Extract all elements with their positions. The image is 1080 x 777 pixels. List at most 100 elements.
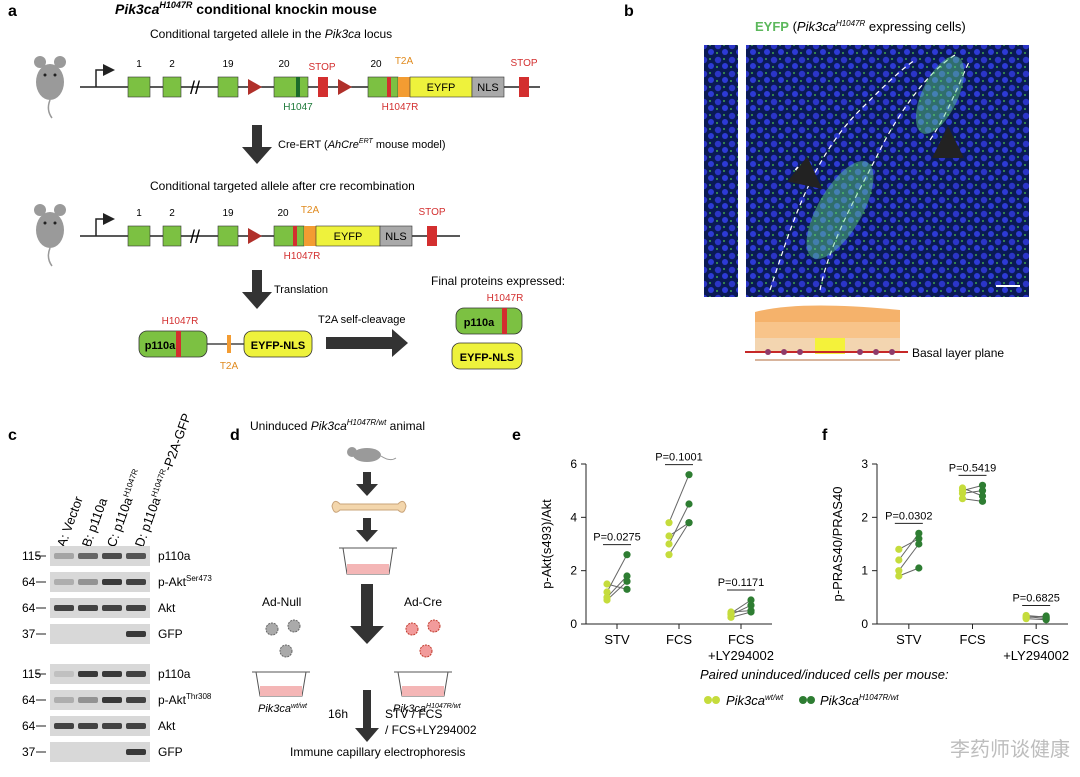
blot-band xyxy=(78,671,98,677)
nls-label: NLS xyxy=(477,82,498,94)
loxp-site xyxy=(248,228,262,244)
p-value-label: P=0.5419 xyxy=(949,462,996,474)
y-tick-label: 6 xyxy=(570,457,577,471)
data-point-wt xyxy=(1022,611,1030,620)
panel-b-title: EYFP (Pik3caH1047R expressing cells) xyxy=(755,19,966,34)
data-point-mut xyxy=(623,572,631,580)
exon-label: 19 xyxy=(222,208,234,219)
down-arrow-icon xyxy=(356,518,378,542)
nls-box xyxy=(471,76,505,98)
exon-box xyxy=(217,76,239,98)
exon-box xyxy=(162,225,182,247)
h1047r-label: H1047R xyxy=(284,251,321,262)
ad-null-label: Ad-Null xyxy=(262,595,301,609)
arrow-icon xyxy=(787,156,823,189)
translation-label: Translation xyxy=(274,284,328,296)
x-tick-label: FCS xyxy=(960,632,986,647)
time-label: 16h xyxy=(328,707,348,721)
data-point-wt xyxy=(665,551,673,559)
mouse-icon xyxy=(34,56,66,119)
blot-band xyxy=(54,553,74,559)
panel-label-c: c xyxy=(8,427,17,444)
data-point-mut xyxy=(685,471,693,479)
h1047r-mark xyxy=(293,226,297,246)
data-point-wt xyxy=(895,556,903,564)
stop-label: STOP xyxy=(418,207,445,218)
data-point-mut xyxy=(1042,613,1050,621)
bone-icon xyxy=(331,500,407,513)
western-blots: 115 p110a 64 p-AktSer473 64 Akt 37 GFP 115 p110a 6… xyxy=(22,546,212,762)
conditions-label: / FCS+LY294002 xyxy=(385,723,477,737)
blot-band xyxy=(78,553,98,559)
conditions-label: STV / FCS xyxy=(385,707,442,721)
microscopy-image xyxy=(746,45,1029,297)
data-point-wt xyxy=(603,588,611,596)
data-point-mut xyxy=(623,551,631,559)
legend-marker-dark xyxy=(807,696,815,704)
panel-c: A: Vector B: p110a C: p110aH1047R D: p11… xyxy=(22,411,212,762)
x-tick-label: FCS xyxy=(1023,632,1049,647)
blot-band xyxy=(102,697,122,703)
p-value-label: P=0.0302 xyxy=(885,510,932,522)
blot-label: p110a xyxy=(158,549,191,563)
exon-label: 1 xyxy=(136,59,142,70)
pair-line xyxy=(668,522,690,537)
stop-label: STOP xyxy=(308,62,335,73)
exon-label: 1 xyxy=(136,208,142,219)
y-tick-label: 0 xyxy=(570,617,577,631)
nls-box xyxy=(379,225,413,247)
nls-label: NLS xyxy=(385,231,406,243)
panel-label-a: a xyxy=(8,3,17,20)
blot-label: p-AktSer473 xyxy=(158,574,212,589)
molecular-weight-label: 64 xyxy=(22,575,36,589)
data-point-mut xyxy=(978,492,987,500)
mouse-icon xyxy=(34,204,66,267)
p-value-label: P=0.1171 xyxy=(718,577,765,589)
eyfp-cluster xyxy=(915,56,965,134)
x-tick-label: +LY294002 xyxy=(708,648,774,663)
legend-title: Paired uninduced/induced cells per mouse… xyxy=(700,667,949,682)
eyfp-nls-protein xyxy=(243,330,313,358)
panel-a-title: Pik3caH1047R conditional knockin mouse xyxy=(115,0,377,17)
h1047r-mark xyxy=(502,308,507,334)
pair-line xyxy=(668,522,690,555)
p110a-label: p110a xyxy=(464,317,495,329)
data-point-mut xyxy=(747,601,755,609)
exon-label: 2 xyxy=(169,59,175,70)
blot-band xyxy=(102,553,122,559)
blot-band xyxy=(126,671,146,677)
blot-strip xyxy=(50,664,150,684)
data-point-wt xyxy=(665,519,673,527)
mut-well-label: Pik3caH1047R/wt xyxy=(393,703,462,715)
molecular-weight-label: 115 xyxy=(22,549,41,563)
blot-band xyxy=(102,579,122,585)
molecular-weight-label: 64 xyxy=(22,693,36,707)
panel-label-f: f xyxy=(822,427,828,444)
chart-legend: Paired uninduced/induced cells per mouse… xyxy=(700,667,949,708)
p110a-label: p110a xyxy=(145,340,176,352)
blot-band xyxy=(102,671,122,677)
data-point-wt xyxy=(895,567,903,575)
blot-strip xyxy=(50,716,150,736)
x-tick-label: STV xyxy=(896,632,922,647)
down-arrow-icon xyxy=(356,472,378,496)
down-arrow-icon xyxy=(355,690,379,742)
exon-box xyxy=(273,225,305,247)
cluster-outline xyxy=(769,59,916,291)
cluster-outline xyxy=(819,54,956,291)
locus-caption: Conditional targeted allele in the Pik3c… xyxy=(150,27,392,41)
h1047r-label: H1047R xyxy=(162,316,199,327)
data-point-mut xyxy=(915,529,923,537)
promoter-arrow-icon xyxy=(95,64,115,87)
pair-line xyxy=(898,538,920,550)
down-arrow-icon xyxy=(242,125,272,164)
blot-label: Akt xyxy=(158,719,176,733)
h1047r-mark xyxy=(387,77,391,97)
pair-line xyxy=(668,474,690,523)
stop-label: STOP xyxy=(510,58,537,69)
side-projection-image xyxy=(704,45,738,297)
data-point-wt xyxy=(603,593,611,601)
data-point-wt xyxy=(895,545,903,553)
blot-band xyxy=(78,605,98,611)
